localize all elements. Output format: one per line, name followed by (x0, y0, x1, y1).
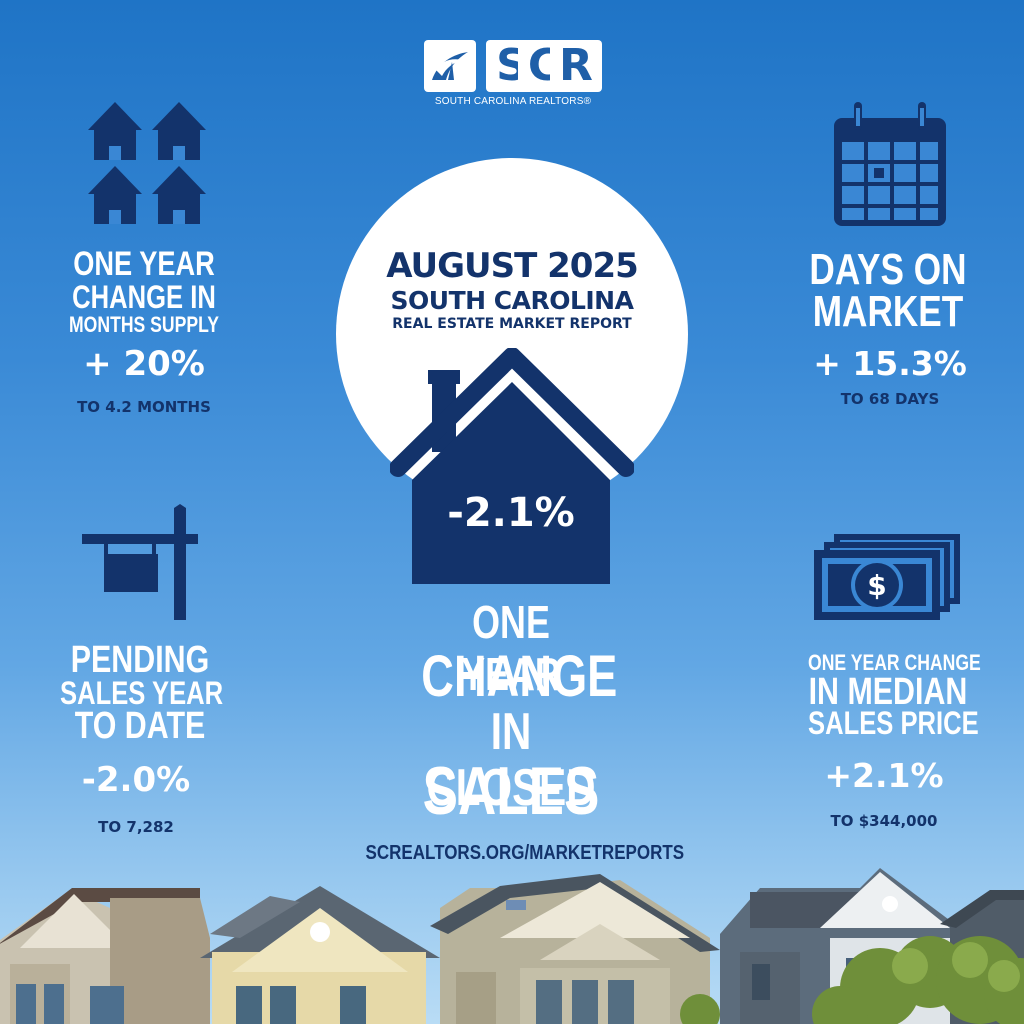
house-icon (390, 348, 634, 584)
palmetto-icon (432, 52, 468, 80)
median-price-label-2: IN MEDIAN (808, 671, 968, 713)
calendar-icon (834, 102, 946, 226)
pending-sales-label-3: TO DATE (74, 705, 206, 747)
pending-sales-value: -2.0% (81, 760, 191, 800)
closed-sales-value: -2.1% (447, 490, 575, 536)
sale-sign-icon (82, 504, 198, 620)
median-price-label-3: SALES PRICE (808, 705, 979, 741)
svg-text:$: $ (867, 569, 886, 602)
months-supply-label-1: ONE YEAR (73, 245, 215, 283)
closed-sales-label-3: IN CLOSED (426, 703, 596, 817)
logo-palmetto-box (424, 40, 476, 92)
median-price-label-1: ONE YEAR CHANGE (808, 650, 981, 675)
scr-logo: S C R SOUTH CAROLINA REALTORS® (424, 40, 602, 114)
median-price-sub: TO $344,000 (830, 812, 938, 830)
median-price-value: +2.1% (824, 756, 944, 795)
row-houses-photo (0, 868, 1024, 1024)
days-on-market-label-1: DAYS ON (809, 245, 967, 294)
market-reports-link[interactable]: SCREALTORS.ORG/MARKETREPORTS (365, 842, 685, 864)
days-on-market-sub: TO 68 DAYS (840, 390, 940, 408)
report-state-title: SOUTH CAROLINA (390, 286, 634, 315)
months-supply-label-3: MONTHS SUPPLY (69, 312, 219, 337)
pending-sales-sub: TO 7,282 (98, 818, 174, 836)
report-subtitle: REAL ESTATE MARKET REPORT (392, 316, 632, 332)
days-on-market-label-2: MARKET (812, 287, 964, 336)
report-month-title: AUGUST 2025 (386, 246, 639, 286)
closed-sales-label-1: ONE YEAR (461, 596, 561, 700)
money-stack-icon: $ (814, 534, 960, 620)
logo-letter-r: R (559, 40, 593, 91)
months-supply-sub: TO 4.2 MONTHS (77, 398, 211, 416)
pending-sales-label-1: PENDING (70, 639, 210, 681)
months-supply-value: + 20% (83, 344, 205, 384)
closed-sales-label-4: SALES (422, 753, 600, 829)
logo-letter-r-box: R (550, 40, 602, 92)
days-on-market-value: + 15.3% (813, 344, 967, 383)
months-supply-label-2: CHANGE IN (72, 279, 216, 315)
pending-sales-label-2: SALES YEAR (60, 675, 224, 711)
four-houses-icon (88, 102, 206, 224)
closed-sales-label-2: CHANGE (421, 644, 618, 709)
logo-tagline: SOUTH CAROLINA REALTORS® (434, 96, 592, 107)
